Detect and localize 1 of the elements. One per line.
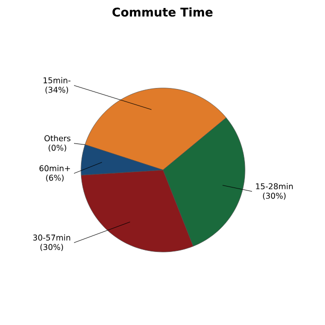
chart-title: Commute Time — [112, 7, 213, 17]
